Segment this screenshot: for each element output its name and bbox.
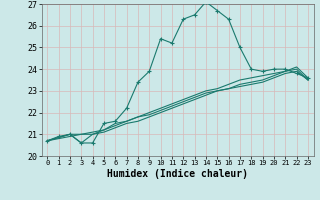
X-axis label: Humidex (Indice chaleur): Humidex (Indice chaleur) (107, 169, 248, 179)
